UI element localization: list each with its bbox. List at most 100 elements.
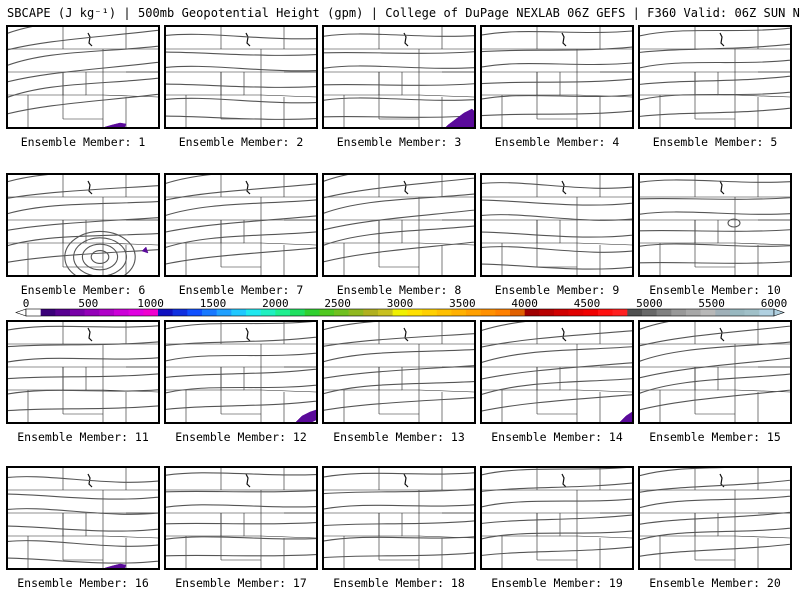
height-contour (8, 389, 158, 395)
colorbar-segment (686, 309, 701, 316)
colorbar-segment (451, 309, 467, 316)
colorbar-segment (422, 309, 437, 316)
height-contour (8, 217, 158, 231)
state-boundary (559, 367, 577, 391)
ensemble-member-label: Ensemble Member: 9 (494, 283, 620, 297)
panel-map (166, 27, 316, 127)
height-contour (324, 97, 474, 101)
state-boundary (260, 242, 316, 246)
colorbar-segment (715, 309, 731, 316)
state-boundary (260, 535, 316, 539)
height-contour (324, 175, 349, 182)
state-boundary (401, 72, 419, 96)
height-contour (324, 472, 474, 478)
height-contour (482, 378, 632, 395)
height-contour (640, 373, 790, 394)
colorbar-segment (55, 309, 71, 316)
closed-low-contour (90, 250, 110, 264)
panel-map (482, 468, 632, 568)
closed-low-contour (64, 230, 136, 275)
lake-michigan-outline (245, 473, 251, 488)
ensemble-member-label: Ensemble Member: 2 (178, 135, 304, 149)
height-contour (324, 193, 474, 214)
height-contour (166, 322, 314, 330)
colorbar-segment (730, 309, 745, 316)
height-contour (166, 490, 316, 493)
state-boundary (441, 27, 474, 73)
height-contour (482, 346, 632, 363)
height-contour (640, 27, 790, 37)
height-contour (640, 527, 790, 541)
state-boundary (85, 367, 103, 391)
height-contour (640, 468, 725, 477)
colorbar-segment (290, 309, 305, 316)
height-contour (8, 61, 158, 83)
state-boundary (599, 27, 632, 73)
ensemble-panel (638, 466, 792, 570)
height-contour (8, 93, 158, 115)
colorbar-segment (158, 309, 173, 316)
height-contour (166, 247, 316, 265)
ensemble-panel (6, 466, 160, 570)
state-boundary (243, 367, 261, 391)
state-boundary (717, 220, 735, 244)
state-boundary (260, 389, 316, 393)
state-boundary (576, 242, 632, 246)
height-contour (482, 182, 632, 189)
height-contour (640, 479, 790, 493)
height-contour (482, 30, 632, 36)
ensemble-panel (480, 466, 634, 570)
height-contour (482, 514, 632, 524)
lake-michigan-outline (719, 180, 725, 195)
height-contour (324, 65, 474, 69)
closed-high-contour (727, 218, 741, 228)
height-contour (482, 322, 526, 331)
colorbar-segment (231, 309, 247, 316)
colorbar-segment (363, 309, 379, 316)
ensemble-panel (6, 320, 160, 424)
colorbar-segment (539, 309, 555, 316)
height-contour (8, 185, 158, 199)
state-boundary (283, 175, 316, 221)
height-contour (482, 263, 632, 270)
colorbar-segment (612, 309, 628, 316)
height-contour (324, 397, 474, 411)
panel-map (324, 322, 474, 422)
height-contour (166, 199, 316, 216)
panel-map (482, 175, 632, 275)
height-contour (166, 536, 316, 540)
state-boundary (85, 72, 103, 96)
colorbar-segment (172, 309, 188, 316)
colorbar-segment (759, 309, 775, 316)
state-boundary (125, 468, 158, 514)
colorbar-segment (436, 309, 452, 316)
colorbar-segment (510, 309, 525, 316)
ensemble-panel (6, 25, 160, 129)
colorbar-segment (744, 309, 760, 316)
colorbar-segment (598, 309, 613, 316)
height-contour (640, 322, 669, 330)
height-contour (324, 488, 474, 495)
lake-michigan-outline (245, 180, 251, 195)
state-boundary (283, 27, 316, 73)
state-boundary (401, 367, 419, 391)
state-boundary (418, 94, 474, 98)
lake-michigan-outline (561, 180, 567, 195)
colorbar-segment (143, 309, 159, 316)
sbcape-shading (445, 108, 474, 127)
height-contour (166, 183, 316, 201)
height-contour (324, 51, 474, 54)
lake-michigan-outline (561, 32, 567, 47)
state-boundary (401, 220, 419, 244)
state-boundary (757, 468, 790, 514)
height-contour (166, 522, 316, 525)
height-contour (324, 520, 474, 527)
height-contour (166, 51, 316, 56)
ensemble-panel (164, 25, 318, 129)
ensemble-member-label: Ensemble Member: 18 (333, 576, 465, 590)
panel-map (8, 468, 158, 568)
colorbar-high-end (773, 308, 785, 317)
colorbar-segment (480, 309, 496, 316)
ensemble-panel (322, 173, 476, 277)
height-contour (482, 78, 632, 85)
